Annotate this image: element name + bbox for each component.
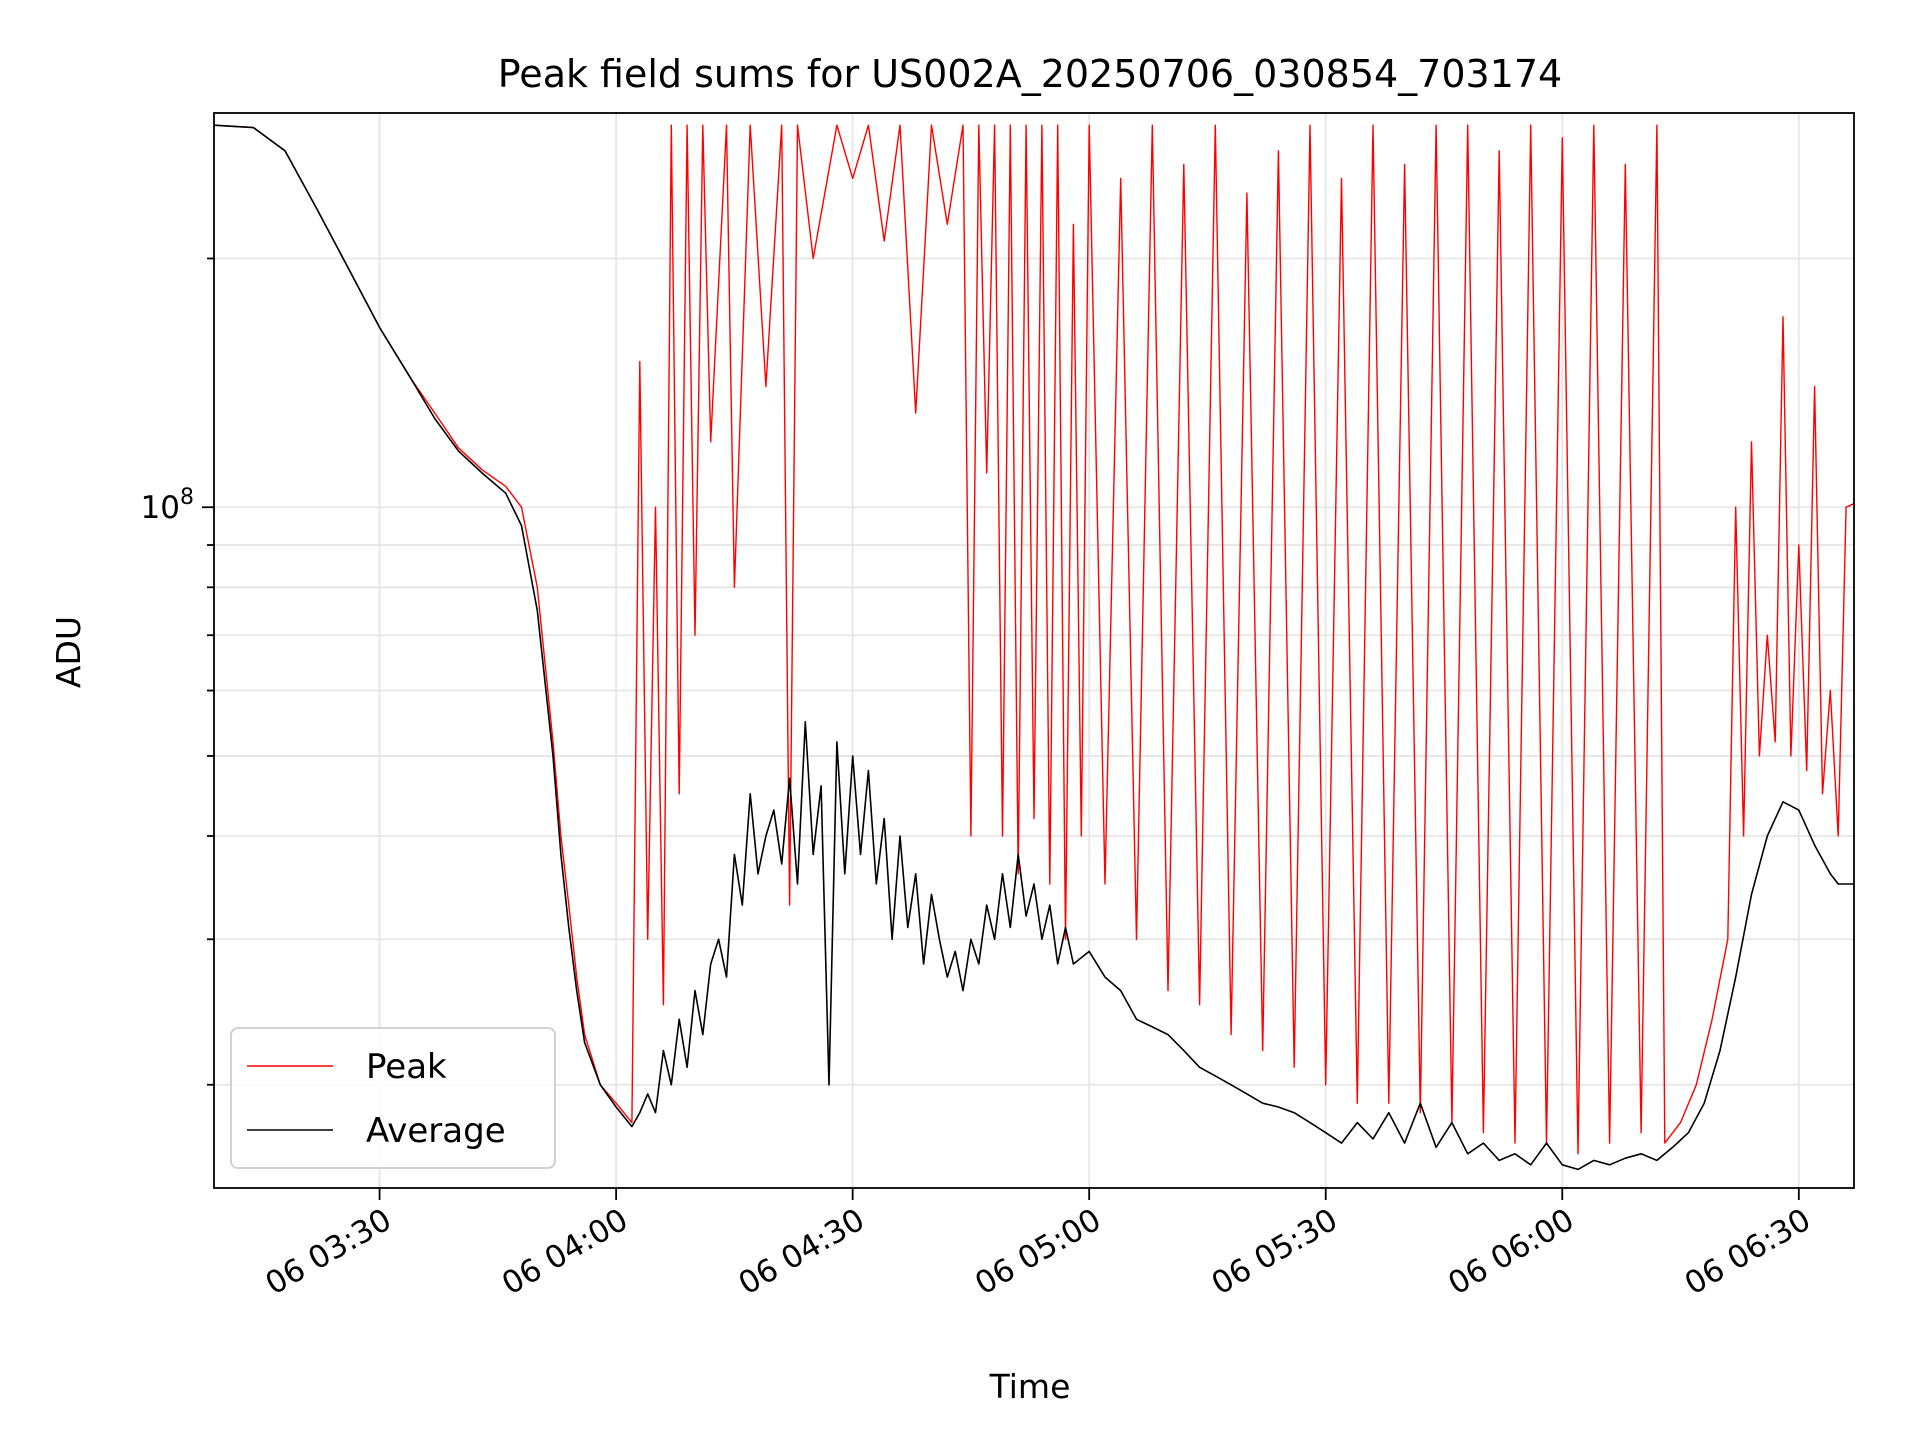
series-line-peak xyxy=(213,124,1855,1155)
y-axis-label: ADU xyxy=(49,616,88,688)
plot-area-frame xyxy=(213,112,1855,1189)
series-layer xyxy=(213,124,1855,1171)
legend-box xyxy=(230,1027,556,1169)
x-axis-label: Time xyxy=(989,1367,1071,1406)
grid xyxy=(214,113,1854,1188)
y-tick-label-base: 10 xyxy=(141,490,180,526)
legend-average-label: Average xyxy=(366,1111,506,1151)
series-line-average xyxy=(213,124,1854,1171)
y-tick-label: 108 xyxy=(141,485,194,526)
chart-title: Peak field sums for US002A_20250706_0308… xyxy=(498,52,1562,96)
legend: Peak Average xyxy=(230,1027,556,1169)
legend-peak-label: Peak xyxy=(366,1047,447,1087)
y-tick-label-exponent: 8 xyxy=(180,485,194,510)
